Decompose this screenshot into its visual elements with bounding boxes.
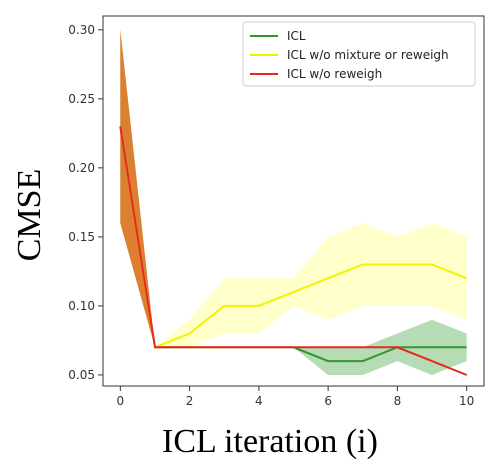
plot-frame — [102, 15, 485, 387]
y-tick-label: 0.25 — [68, 92, 95, 106]
x-tick-label: 4 — [255, 394, 263, 408]
legend: ICL ICL w/o mixture or reweigh ICL w/o rew… — [242, 21, 476, 87]
x-tick-label: 2 — [186, 394, 194, 408]
band-series-1 — [120, 29, 467, 348]
x-tick-label: 10 — [459, 394, 474, 408]
x-tick-label: 8 — [394, 394, 402, 408]
y-tick-label: 0.30 — [68, 23, 95, 37]
legend-label-1: ICL w/o mixture or reweigh — [287, 48, 449, 62]
y-tick-label: 0.05 — [68, 368, 95, 382]
legend-label-2: ICL w/o reweigh — [287, 67, 382, 81]
line-series-1 — [119, 126, 468, 349]
y-axis-ticks: 0.05 0.10 0.15 0.20 0.25 0.30 — [68, 23, 103, 382]
y-tick-label: 0.15 — [68, 230, 95, 244]
y-tick-label: 0.10 — [68, 299, 95, 313]
band-series-0 — [120, 29, 467, 376]
series-lines — [119, 126, 468, 376]
line-series-2 — [119, 126, 468, 376]
legend-label-0: ICL — [287, 29, 306, 43]
legend-box — [242, 21, 476, 87]
x-axis-ticks: 0 2 4 6 8 10 — [116, 386, 474, 408]
y-axis-label: CMSE — [11, 169, 48, 262]
confidence-bands — [120, 29, 467, 376]
x-tick-label: 6 — [324, 394, 332, 408]
x-axis-label: ICL iteration (i) — [162, 423, 378, 460]
y-tick-label: 0.20 — [68, 161, 95, 175]
x-tick-label: 0 — [116, 394, 124, 408]
